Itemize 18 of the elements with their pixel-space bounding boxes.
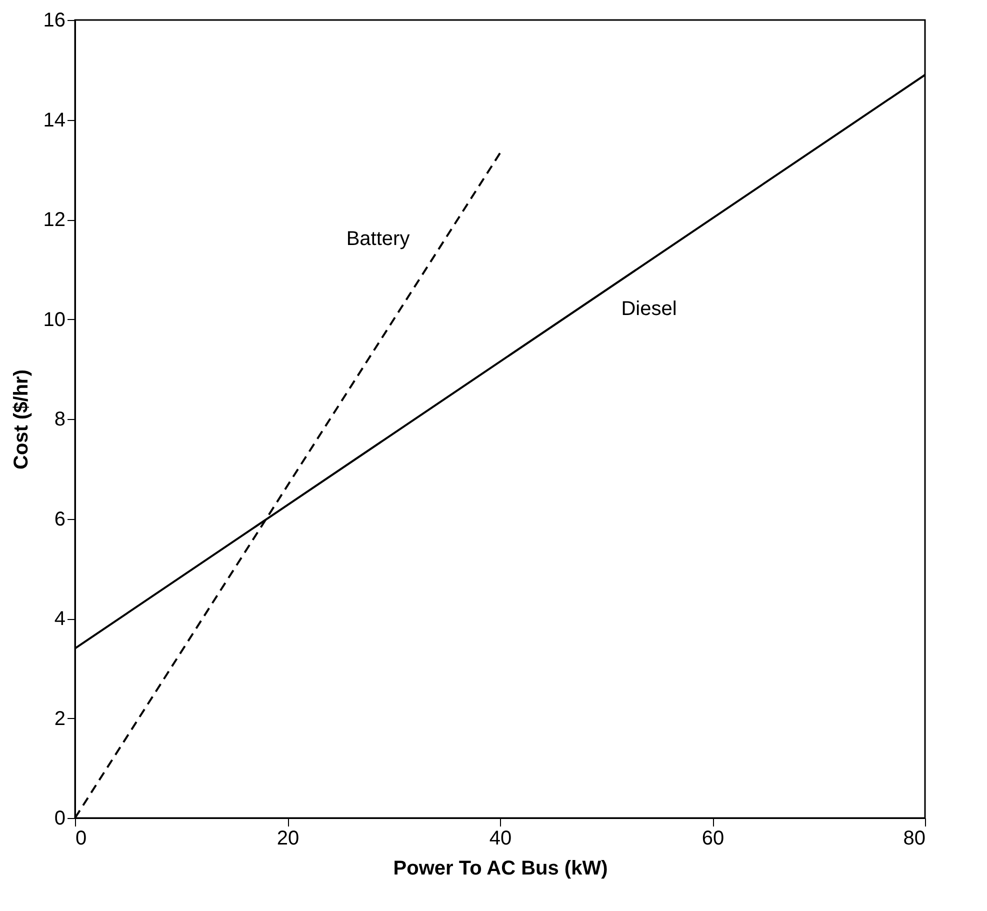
- y-tick-label: 4: [54, 608, 66, 630]
- x-tick-label: 80: [903, 828, 926, 850]
- y-tick-label: 0: [54, 808, 66, 830]
- y-tick-label: 16: [43, 10, 66, 32]
- y-tick-label: 14: [43, 109, 66, 132]
- y-tick-label: 6: [54, 508, 66, 530]
- y-axis-title: Cost ($/hr): [10, 370, 32, 470]
- y-tick-label: 12: [43, 209, 66, 231]
- x-tick-label: 40: [489, 828, 512, 850]
- series-label: Battery: [346, 228, 410, 250]
- x-axis-title: Power To AC Bus (kW): [393, 858, 608, 880]
- y-tick-label: 8: [54, 408, 66, 430]
- y-tick-label: 10: [43, 308, 66, 331]
- y-tick-label: 2: [54, 708, 66, 730]
- x-tick-label: 20: [276, 828, 300, 850]
- x-tick-label: 60: [702, 828, 724, 850]
- x-tick-label: 0: [76, 828, 87, 850]
- series-label: Diesel: [621, 298, 677, 320]
